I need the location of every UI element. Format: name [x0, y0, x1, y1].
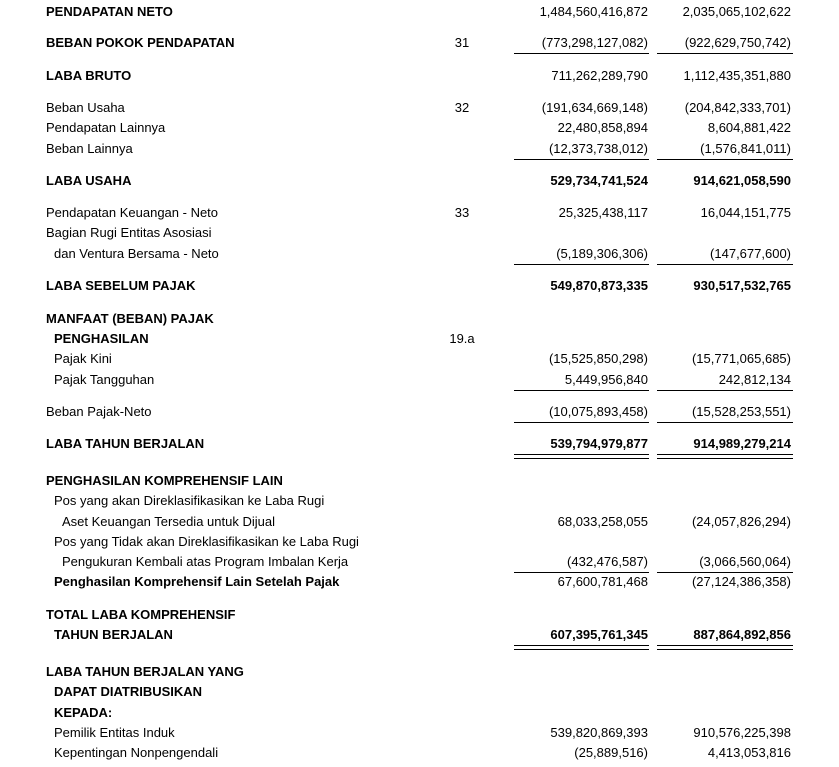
value-prior: (3,066,560,064): [699, 554, 791, 569]
value-prior: (147,677,600): [710, 246, 791, 261]
row-label: Aset Keuangan Tersedia untuk Dijual: [62, 514, 275, 529]
row-label: Pendapatan Lainnya: [46, 120, 166, 135]
value-prior: (922,629,750,742): [684, 35, 791, 50]
underline: [657, 53, 793, 54]
row-label: BEBAN POKOK PENDAPATAN: [46, 35, 235, 50]
value-current: (10,075,893,458): [548, 404, 648, 419]
underline: [514, 645, 649, 646]
value-prior: 914,621,058,590: [693, 173, 791, 188]
value-current: 539,820,869,393: [550, 725, 648, 740]
value-prior: (15,771,065,685): [691, 351, 791, 366]
underline: [657, 422, 793, 423]
row-label: LABA SEBELUM PAJAK: [46, 278, 196, 293]
value-prior: 887,864,892,856: [693, 627, 791, 642]
value-prior: 8,604,881,422: [707, 120, 791, 135]
value-prior: (1,576,841,011): [700, 141, 791, 156]
value-current: 25,325,438,117: [558, 205, 648, 220]
value-current: (12,373,738,012): [548, 141, 648, 156]
value-current: 68,033,258,055: [557, 514, 648, 529]
double-underline: [514, 649, 649, 650]
underline: [657, 159, 793, 160]
value-current: 529,734,741,524: [550, 173, 648, 188]
underline: [514, 390, 649, 391]
value-current: 607,395,761,345: [550, 627, 648, 642]
row-label: dan Ventura Bersama - Neto: [54, 246, 219, 261]
value-prior: 1,112,435,351,880: [683, 68, 791, 83]
row-label: TAHUN BERJALAN: [54, 627, 173, 642]
value-prior: 930,517,532,765: [693, 278, 791, 293]
row-label: Bagian Rugi Entitas Asosiasi: [46, 225, 212, 240]
value-current: 22,480,858,894: [557, 120, 648, 135]
value-current: (5,189,306,306): [556, 246, 648, 261]
value-prior: 4,413,053,816: [707, 745, 791, 760]
note-ref: 31: [454, 35, 470, 50]
note-ref: 32: [454, 100, 470, 115]
row-label: Beban Lainnya: [46, 141, 133, 156]
row-label: Penghasilan Komprehensif Lain Setelah Pa…: [54, 574, 340, 589]
underline: [657, 264, 793, 265]
value-current: 5,449,956,840: [564, 372, 648, 387]
underline: [514, 572, 649, 573]
row-label: TOTAL LABA KOMPREHENSIF: [46, 607, 236, 622]
value-current: (15,525,850,298): [548, 351, 648, 366]
value-prior: 242,812,134: [718, 372, 791, 387]
underline: [657, 572, 793, 573]
row-label: PENGHASILAN: [54, 331, 149, 346]
note-ref: 33: [454, 205, 470, 220]
row-label: LABA TAHUN BERJALAN: [46, 436, 205, 451]
value-current: 549,870,873,335: [550, 278, 648, 293]
note-ref: 19.a: [449, 331, 475, 346]
underline: [514, 53, 649, 54]
row-label: Pos yang akan Direklasifikasikan ke Laba…: [54, 493, 325, 508]
underline: [514, 454, 649, 455]
row-label: MANFAAT (BEBAN) PAJAK: [46, 311, 214, 326]
underline: [657, 645, 793, 646]
underline: [514, 159, 649, 160]
value-current: (191,634,669,148): [541, 100, 648, 115]
row-label: Pemilik Entitas Induk: [54, 725, 175, 740]
value-prior: (15,528,253,551): [691, 404, 791, 419]
underline: [657, 390, 793, 391]
value-prior: (27,124,386,358): [691, 574, 791, 589]
row-label: Pos yang Tidak akan Direklasifikasikan k…: [54, 534, 359, 549]
value-current: 1,484,560,416,872: [539, 4, 648, 19]
row-label: Beban Pajak-Neto: [46, 404, 152, 419]
value-prior: 914,989,279,214: [693, 436, 791, 451]
underline: [657, 454, 793, 455]
row-label: Pajak Kini: [54, 351, 112, 366]
value-current: 711,262,289,790: [551, 68, 648, 83]
row-label: KEPADA:: [54, 705, 113, 720]
double-underline: [657, 649, 793, 650]
row-label: Pendapatan Keuangan - Neto: [46, 205, 219, 220]
value-current: (773,298,127,082): [541, 35, 648, 50]
value-prior: 2,035,065,102,622: [682, 4, 791, 19]
value-current: 67,600,781,468: [557, 574, 648, 589]
row-label: PENDAPATAN NETO: [46, 4, 173, 19]
row-label: PENGHASILAN KOMPREHENSIF LAIN: [46, 473, 283, 488]
row-label: LABA BRUTO: [46, 68, 132, 83]
double-underline: [514, 458, 649, 459]
value-prior: (204,842,333,701): [684, 100, 791, 115]
value-prior: (24,057,826,294): [691, 514, 791, 529]
value-prior: 16,044,151,775: [700, 205, 791, 220]
row-label: Pajak Tangguhan: [54, 372, 155, 387]
double-underline: [657, 458, 793, 459]
row-label: Kepentingan Nonpengendali: [54, 745, 219, 760]
row-label: DAPAT DIATRIBUSIKAN: [54, 684, 203, 699]
value-prior: 910,576,225,398: [693, 725, 791, 740]
value-current: (25,889,516): [574, 745, 648, 760]
value-current: 539,794,979,877: [550, 436, 648, 451]
underline: [514, 264, 649, 265]
value-current: (432,476,587): [567, 554, 648, 569]
row-label: Beban Usaha: [46, 100, 125, 115]
row-label: Pengukuran Kembali atas Program Imbalan …: [62, 554, 349, 569]
row-label: LABA TAHUN BERJALAN YANG: [46, 664, 244, 679]
underline: [514, 422, 649, 423]
row-label: LABA USAHA: [46, 173, 132, 188]
